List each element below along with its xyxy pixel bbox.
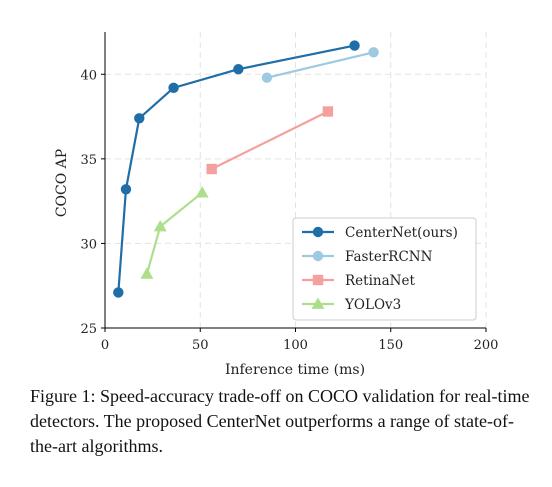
data-point bbox=[195, 186, 209, 198]
x-tick-label: 200 bbox=[474, 338, 499, 353]
series-line bbox=[211, 110, 329, 170]
legend: CenterNet(ours) FasterRCNN RetinaNet YOLOv3 bbox=[292, 217, 477, 321]
data-point bbox=[206, 163, 217, 175]
y-tick-label: 35 bbox=[80, 153, 97, 168]
data-point bbox=[349, 40, 360, 51]
legend-label: YOLOv3 bbox=[344, 297, 401, 313]
legend-entry: RetinaNet bbox=[302, 273, 415, 289]
data-point bbox=[261, 72, 273, 83]
x-tick-label: 50 bbox=[192, 338, 209, 353]
series-line bbox=[145, 191, 203, 275]
y-tick-label: 25 bbox=[80, 322, 97, 337]
x-tick-label: 150 bbox=[378, 338, 403, 353]
series-line bbox=[117, 44, 355, 293]
series-group bbox=[113, 40, 379, 298]
data-point bbox=[168, 82, 179, 94]
series-yolov3 bbox=[140, 186, 209, 279]
data-point bbox=[140, 267, 154, 279]
legend-label: CenterNet(ours) bbox=[345, 225, 458, 241]
legend-entry: CenterNet(ours) bbox=[302, 225, 458, 241]
data-point bbox=[120, 184, 132, 195]
x-axis-label: Inference time (ms) bbox=[225, 362, 365, 378]
legend-marker bbox=[312, 250, 324, 262]
series-centernet-ours- bbox=[113, 40, 360, 298]
legend-marker bbox=[312, 226, 324, 238]
data-point bbox=[113, 287, 124, 298]
legend-entry: YOLOv3 bbox=[302, 297, 401, 313]
data-point bbox=[153, 220, 167, 232]
legend-entry: FasterRCNN bbox=[302, 249, 433, 265]
x-tick-label: 100 bbox=[283, 338, 308, 353]
data-point bbox=[368, 47, 379, 58]
y-axis-label: COCO AP bbox=[54, 149, 70, 217]
figure-caption: Figure 1: Speed-accuracy trade-off on CO… bbox=[30, 386, 530, 456]
data-point bbox=[322, 106, 334, 117]
legend-label: RetinaNet bbox=[345, 273, 415, 289]
tick-labels: 0 50 100 150 200 25 30 35 40 bbox=[80, 68, 498, 353]
legend-marker bbox=[311, 297, 325, 309]
legend-label: FasterRCNN bbox=[345, 249, 433, 265]
data-point bbox=[134, 113, 145, 124]
axes bbox=[101, 32, 487, 332]
legend-box bbox=[292, 217, 477, 321]
chart: 0 50 100 150 200 25 30 35 40 CenterNet(ours) Fast… bbox=[54, 32, 498, 378]
y-tick-label: 40 bbox=[80, 68, 97, 83]
series-retinanet bbox=[206, 106, 334, 175]
series-line bbox=[266, 51, 374, 79]
x-tick-label: 0 bbox=[101, 338, 109, 353]
data-point bbox=[233, 64, 244, 75]
series-fasterrcnn bbox=[261, 47, 379, 83]
legend-marker bbox=[312, 274, 324, 286]
y-tick-label: 30 bbox=[80, 237, 97, 252]
